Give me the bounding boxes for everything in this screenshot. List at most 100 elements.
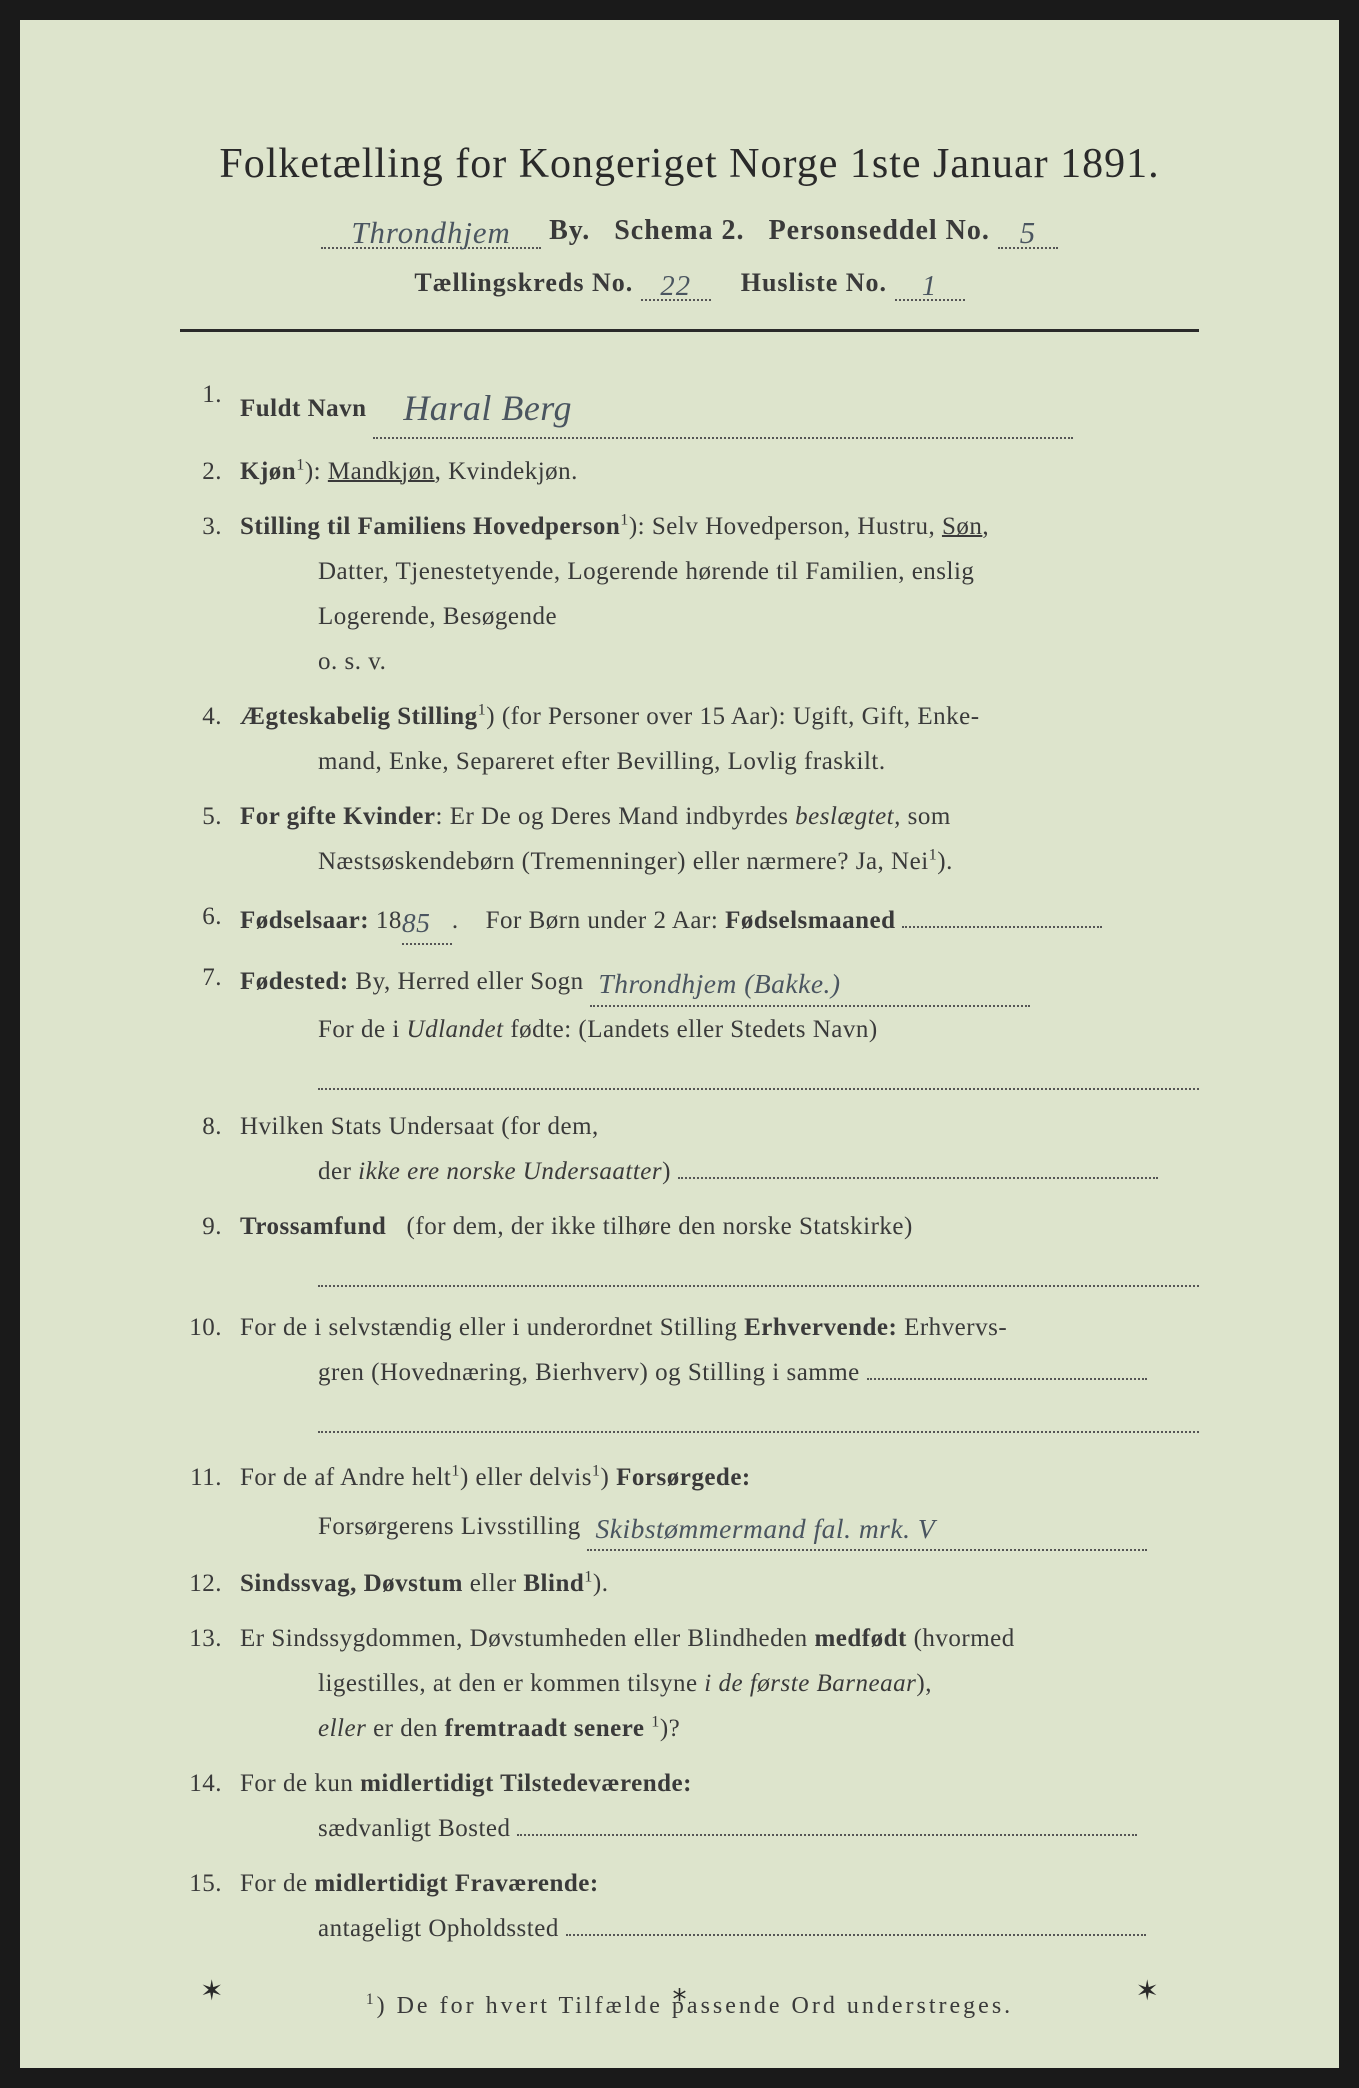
item-num: 12. bbox=[180, 1561, 240, 1606]
tail: ). bbox=[937, 848, 953, 875]
item-8-line2a: der bbox=[318, 1158, 351, 1185]
schema-label: Schema 2. bbox=[614, 215, 744, 246]
item-13: 13. Er Sindssygdommen, Døvstumheden elle… bbox=[180, 1616, 1199, 1751]
provider-occupation: Skibstømmermand fal. mrk. V bbox=[595, 1513, 935, 1544]
item-4-text2: mand, Enke, Separeret efter Bevilling, L… bbox=[240, 739, 886, 784]
item-10-text1a: For de i selvstændig eller i underordnet… bbox=[240, 1314, 737, 1341]
item-12-label: Sindssvag, Døvstum bbox=[240, 1570, 463, 1597]
item-10-label1: Erhvervende: bbox=[744, 1314, 897, 1341]
item-num: 2. bbox=[180, 449, 240, 494]
item-7-text2a: For de i bbox=[318, 1016, 400, 1043]
item-13-text3a: er den bbox=[373, 1715, 438, 1742]
item-num: 4. bbox=[180, 694, 240, 784]
register-marks: ✶ ⁎ ✶ bbox=[20, 1974, 1339, 2008]
item-1: 1. Fuldt Navn Haral Berg bbox=[180, 372, 1199, 439]
sup: 1 bbox=[620, 510, 629, 528]
item-13-text1b: (hvormed bbox=[914, 1625, 1015, 1652]
item-3-line3: Logerende, Besøgende bbox=[240, 594, 557, 639]
item-5: 5. For gifte Kvinder: Er De og Deres Man… bbox=[180, 794, 1199, 884]
item-num: 1. bbox=[180, 372, 240, 439]
item-7-text2b: fødte: (Landets eller Stedets Navn) bbox=[510, 1016, 877, 1043]
item-10-blank1 bbox=[867, 1378, 1147, 1380]
item-5-label: For gifte Kvinder bbox=[240, 803, 436, 830]
item-8-blank bbox=[678, 1177, 1158, 1179]
sup: 1 bbox=[592, 1461, 601, 1479]
tail: ). bbox=[593, 1570, 609, 1597]
item-7-italic2: Udlandet bbox=[407, 1016, 504, 1043]
sup: 1 bbox=[478, 700, 487, 718]
full-name-value: Haral Berg bbox=[403, 388, 572, 428]
sup: 1 bbox=[451, 1461, 460, 1479]
item-3-label: Stilling til Familiens Hovedperson bbox=[240, 513, 620, 540]
tail: , bbox=[982, 513, 989, 540]
sep: ): bbox=[629, 513, 645, 540]
item-8: 8. Hvilken Stats Undersaat (for dem, der… bbox=[180, 1104, 1199, 1194]
item-15-blank bbox=[566, 1934, 1146, 1936]
item-5-text1b: som bbox=[908, 803, 951, 830]
item-6-label: Fødselsaar: bbox=[240, 907, 369, 934]
item-13-bold3: fremtraadt senere bbox=[445, 1715, 645, 1742]
item-9-text: (for dem, der ikke tilhøre den norske St… bbox=[407, 1213, 913, 1240]
item-2: 2. Kjøn1): Mandkjøn, Kvindekjøn. bbox=[180, 449, 1199, 494]
census-form-page: Folketælling for Kongeriget Norge 1ste J… bbox=[20, 20, 1339, 2068]
relation-selected: Søn bbox=[942, 513, 982, 540]
item-7-text1: By, Herred eller Sogn bbox=[355, 968, 583, 995]
item-14-text1: For de kun bbox=[240, 1770, 353, 1797]
item-3-line1: Selv Hovedperson, Hustru, bbox=[652, 513, 942, 540]
item-num: 5. bbox=[180, 794, 240, 884]
item-12-label2: Blind bbox=[523, 1570, 584, 1597]
item-11-label: Forsørgede: bbox=[616, 1464, 751, 1491]
husliste-label: Husliste No. bbox=[741, 268, 887, 297]
item-7-label: Fødested: bbox=[240, 968, 349, 995]
personseddel-no: 5 bbox=[1020, 216, 1036, 250]
item-6-label2: Fødselsmaaned bbox=[725, 907, 895, 934]
item-14-line2: sædvanligt Bosted bbox=[318, 1815, 511, 1842]
item-3-line4: o. s. v. bbox=[240, 639, 386, 684]
header-divider bbox=[180, 329, 1199, 332]
gender-opt2: Kvindekjøn. bbox=[448, 458, 578, 485]
header-row-2: Tællingskreds No. 22 Husliste No. 1 bbox=[180, 267, 1199, 301]
tail: . bbox=[452, 907, 459, 934]
item-num: 6. bbox=[180, 894, 240, 946]
sup: 1 bbox=[651, 1713, 660, 1731]
item-7-blank bbox=[318, 1062, 1199, 1090]
sep: ) bbox=[486, 703, 495, 730]
sup: 1 bbox=[296, 455, 305, 473]
item-num: 9. bbox=[180, 1204, 240, 1291]
mid2: ) bbox=[601, 1464, 610, 1491]
item-7: 7. Fødested: By, Herred eller Sogn Thron… bbox=[180, 955, 1199, 1094]
item-num: 11. bbox=[180, 1455, 240, 1552]
item-4-text1: (for Personer over 15 Aar): Ugift, Gift,… bbox=[502, 703, 980, 730]
item-num: 3. bbox=[180, 504, 240, 684]
item-3: 3. Stilling til Familiens Hovedperson1):… bbox=[180, 504, 1199, 684]
kreds-label: Tællingskreds No. bbox=[414, 268, 633, 297]
item-11-line2: Forsørgerens Livsstilling bbox=[318, 1513, 581, 1540]
mark-left: ✶ bbox=[200, 1974, 223, 2008]
item-14-blank bbox=[517, 1834, 1137, 1836]
mark-mid: ⁎ bbox=[673, 1974, 687, 2008]
item-8-italic2: ikke ere norske Undersaatter bbox=[358, 1158, 662, 1185]
gender-selected: Mandkjøn bbox=[328, 458, 435, 485]
item-4: 4. Ægteskabelig Stilling1) (for Personer… bbox=[180, 694, 1199, 784]
item-10-text2: gren (Hovednæring, Bierhverv) og Stillin… bbox=[318, 1359, 860, 1386]
item-15: 15. For de midlertidigt Fraværende: anta… bbox=[180, 1861, 1199, 1951]
item-13-italic2: i de første Barneaar bbox=[704, 1670, 916, 1697]
item-num: 7. bbox=[180, 955, 240, 1094]
item-num: 10. bbox=[180, 1305, 240, 1437]
birth-year: 85 bbox=[402, 907, 431, 938]
item-10-text1b: Erhvervs- bbox=[904, 1314, 1007, 1341]
sep: ): bbox=[305, 458, 321, 485]
item-13-text1a: Er Sindssygdommen, Døvstumheden eller Bl… bbox=[240, 1625, 808, 1652]
item-5-text2: Næstsøskendebørn (Tremenninger) eller næ… bbox=[318, 848, 929, 875]
item-12: 12. Sindssvag, Døvstum eller Blind1). bbox=[180, 1561, 1199, 1606]
item-3-line2: Datter, Tjenestetyende, Logerende hørend… bbox=[240, 549, 974, 594]
sup: 1 bbox=[929, 845, 938, 863]
personseddel-label: Personseddel No. bbox=[769, 215, 990, 246]
item-1-label: Fuldt Navn bbox=[240, 395, 367, 422]
sup: 1 bbox=[584, 1568, 593, 1586]
item-13-italic3: eller bbox=[318, 1715, 366, 1742]
mid1: ) eller delvis bbox=[460, 1464, 592, 1491]
birthplace-value: Throndhjem (Bakke.) bbox=[598, 968, 840, 999]
item-14: 14. For de kun midlertidigt Tilstedevære… bbox=[180, 1761, 1199, 1851]
item-9: 9. Trossamfund (for dem, der ikke tilhør… bbox=[180, 1204, 1199, 1291]
